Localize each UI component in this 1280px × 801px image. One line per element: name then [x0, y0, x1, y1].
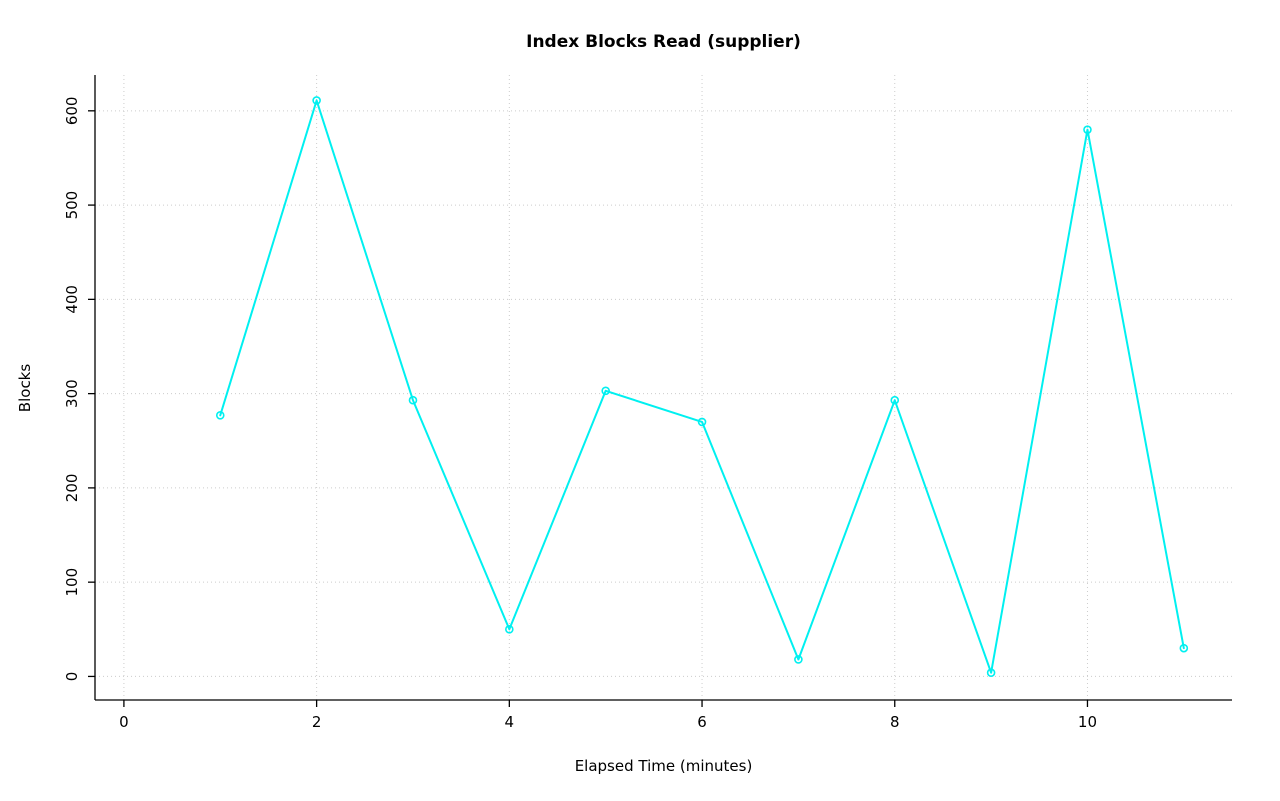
- data-point: [1083, 125, 1092, 134]
- data-point: [408, 395, 418, 405]
- x-tick-label: 10: [1078, 713, 1097, 731]
- y-tick-label: 200: [63, 474, 81, 503]
- y-tick-label: 0: [63, 672, 81, 682]
- data-point: [697, 417, 707, 427]
- y-tick-label: 400: [63, 285, 81, 314]
- x-tick-label: 6: [697, 713, 707, 731]
- data-point: [601, 386, 610, 396]
- y-tick-label: 500: [63, 191, 81, 220]
- data-point: [986, 668, 996, 677]
- y-tick-label: 600: [63, 97, 81, 126]
- data-point: [1179, 643, 1189, 653]
- data-point: [505, 624, 514, 634]
- x-tick-label: 0: [119, 713, 129, 731]
- data-point: [794, 655, 803, 664]
- x-tick-label: 2: [312, 713, 322, 731]
- x-tick-label: 8: [890, 713, 900, 731]
- x-tick-label: 4: [505, 713, 515, 731]
- x-axis-label: Elapsed Time (minutes): [574, 757, 753, 775]
- chart-title: Index Blocks Read (supplier): [526, 32, 801, 52]
- data-point: [312, 96, 321, 105]
- y-axis-label: Blocks: [16, 363, 34, 413]
- y-tick-label: 300: [63, 379, 81, 408]
- data-point: [215, 411, 225, 420]
- data-line: [219, 99, 1185, 674]
- y-tick-label: 100: [63, 568, 81, 597]
- data-point: [890, 395, 900, 405]
